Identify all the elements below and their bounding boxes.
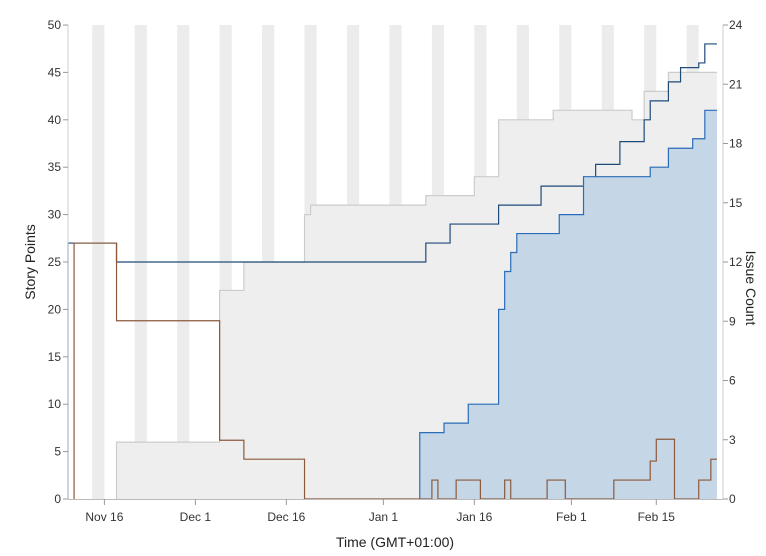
right-tick-label: 18 xyxy=(729,137,743,151)
x-tick-label: Dec 16 xyxy=(267,510,305,524)
left-tick-labels: 0 5 10 15 20 25 30 35 40 45 50 xyxy=(48,18,68,506)
right-tick-labels: 0 3 6 9 12 15 18 21 24 xyxy=(723,18,743,506)
right-axis-title: Issue Count xyxy=(743,251,759,326)
left-tick-label: 50 xyxy=(48,18,62,32)
series-3-area xyxy=(419,110,717,499)
left-tick-label: 10 xyxy=(48,397,62,411)
series-2-line xyxy=(67,43,717,499)
right-tick-label: 24 xyxy=(729,18,743,32)
x-tick-label: Feb 1 xyxy=(556,510,587,524)
left-tick-label: 45 xyxy=(48,65,62,79)
left-tick-label: 35 xyxy=(48,160,62,174)
left-axis-title: Story Points xyxy=(22,224,38,299)
x-tick-label: Dec 1 xyxy=(180,510,212,524)
right-tick-label: 12 xyxy=(729,255,743,269)
left-tick-label: 0 xyxy=(54,492,61,506)
right-tick-label: 0 xyxy=(729,492,736,506)
right-tick-label: 9 xyxy=(729,314,736,328)
x-tick-label: Nov 16 xyxy=(85,510,123,524)
series-3-line xyxy=(419,109,717,499)
left-tick-label: 25 xyxy=(48,255,62,269)
x-tick-labels: Nov 16 Dec 1 Dec 16 Jan 1 Jan 16 Feb 1 Feb 15 xyxy=(85,499,675,524)
left-tick-label: 30 xyxy=(48,208,62,222)
right-tick-label: 21 xyxy=(729,77,743,91)
left-tick-label: 20 xyxy=(48,302,62,316)
right-tick-label: 3 xyxy=(729,433,736,447)
x-tick-label: Jan 16 xyxy=(456,510,492,524)
left-tick-label: 15 xyxy=(48,350,62,364)
right-tick-label: 6 xyxy=(729,374,736,388)
right-tick-label: 15 xyxy=(729,196,743,210)
x-tick-label: Feb 15 xyxy=(638,510,676,524)
left-tick-label: 5 xyxy=(54,445,61,459)
left-tick-label: 40 xyxy=(48,113,62,127)
weekend-band xyxy=(92,25,105,499)
series-4-line xyxy=(73,242,717,500)
x-tick-label: Jan 1 xyxy=(369,510,399,524)
x-axis-title: Time (GMT+01:00) xyxy=(336,534,454,550)
series-layer xyxy=(67,43,717,500)
